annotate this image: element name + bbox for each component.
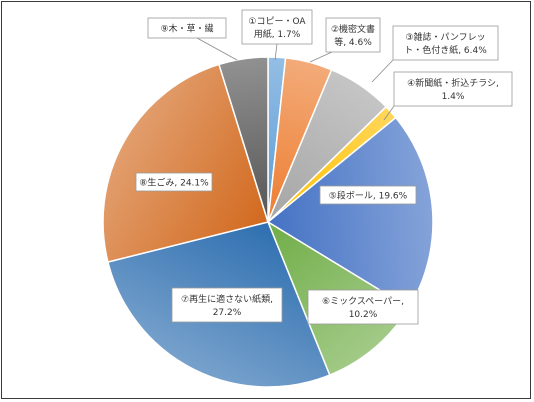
data-label-text: 10.2% — [349, 310, 378, 320]
data-label-text: ⑨木・草・繊 — [160, 23, 213, 35]
data-label-text: 等, 4.6% — [334, 36, 372, 48]
data-label-box — [319, 185, 417, 205]
data-label-text: ト・色付き紙, 6.4% — [404, 44, 487, 56]
pie-slice-8 — [102, 63, 269, 263]
data-label-text: 27.2% — [213, 308, 242, 318]
data-label-box — [325, 17, 381, 53]
leader-line-4 — [383, 105, 395, 121]
data-label-text: ⑦再生に適さない紙類, — [181, 293, 273, 305]
leader-line-9 — [196, 37, 238, 61]
data-label-text: ⑤段ボール, 19.6% — [329, 190, 408, 202]
data-label-text: ①コピー・OA — [248, 16, 306, 27]
data-label-5: ⑤段ボール, 19.6% — [319, 185, 417, 205]
data-label-text: ⑧生ごみ, 24.1% — [139, 177, 209, 189]
leader-line-3 — [371, 59, 394, 83]
data-label-box — [171, 287, 283, 323]
leader-line-2 — [309, 51, 333, 63]
pie-slice-9 — [218, 56, 269, 223]
leader-line-1 — [274, 43, 278, 61]
data-label-6: ⑥ミックスペーパー, 10.2% — [307, 289, 419, 325]
data-label-7: ⑦再生に適さない紙類, 27.2% — [171, 287, 283, 323]
data-label-box — [307, 289, 419, 325]
data-label-box — [241, 9, 313, 45]
data-label-text: 用紙, 1.7% — [254, 28, 301, 40]
data-label-9: ⑨木・草・繊 — [147, 17, 227, 39]
data-label-text: ③雑誌・パンフレッ — [405, 31, 485, 43]
data-label-8: ⑧生ごみ, 24.1% — [135, 172, 213, 192]
data-label-box — [392, 25, 499, 61]
data-label-4: ④新聞紙・折込チラシ, 1.4% — [393, 71, 513, 107]
data-label-box — [393, 71, 513, 107]
data-label-text: 1.4% — [442, 92, 465, 102]
data-label-text: ④新聞紙・折込チラシ, — [407, 77, 499, 89]
data-label-box — [147, 17, 227, 39]
data-label-text: ⑥ミックスペーパー, — [322, 296, 404, 307]
data-label-box — [135, 172, 213, 192]
data-label-text: ②機密文書 — [331, 23, 375, 35]
